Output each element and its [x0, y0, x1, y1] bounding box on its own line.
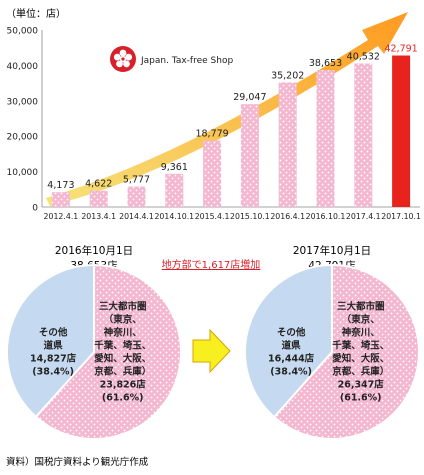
bar-value-label: 35,202	[271, 70, 304, 81]
pie-label-metro: 26,347店	[338, 379, 385, 391]
pie-label-other: その他	[39, 327, 68, 339]
bar-2014.10.1	[165, 173, 184, 207]
x-tick-label: 2017.4.1	[346, 212, 381, 221]
bar-value-label: 5,777	[123, 175, 150, 186]
pie-label-other: (38.4%)	[32, 367, 74, 378]
bar-2017.10.1	[392, 55, 411, 207]
x-tick-label: 2015.10.1	[230, 212, 270, 221]
y-tick-label: 50,000	[7, 27, 39, 37]
pie-label-other: 14,827店	[30, 353, 77, 365]
bar-series	[51, 55, 411, 207]
pie-label-metro: 千葉、埼玉、	[332, 340, 389, 352]
bar-2017.4.1	[354, 63, 373, 207]
pie-label-other: 道県	[282, 340, 302, 352]
growth-arrow	[46, 12, 408, 206]
x-tick-label: 2014.10.1	[154, 212, 194, 221]
tax-free-logo: Japan. Tax-free Shop	[110, 46, 233, 72]
bar-unit-label: （単位：店）	[6, 7, 66, 20]
logo-text: Japan. Tax-free Shop	[140, 56, 233, 66]
pie-label-metro: 23,826店	[100, 379, 147, 391]
change-arrow-icon	[192, 328, 231, 374]
bar-value-labels: 4,173 4,622 5,777 9,361 18,779 29,047 35,202 38…	[47, 44, 417, 192]
pie-slice-metro	[272, 263, 420, 440]
bar-value-label: 38,653	[309, 58, 342, 69]
y-tick-label: 20,000	[7, 133, 39, 143]
pie-label-metro: (61.6%)	[102, 393, 144, 404]
source-note: 資料）国税庁資料より観光庁作成	[6, 456, 149, 468]
pie-label-other: 道県	[44, 340, 64, 352]
bar-value-label: 4,173	[47, 180, 74, 191]
pie-label-metro: 三大都市圏	[99, 301, 147, 313]
pie-label-metro: 神奈川、	[104, 327, 142, 339]
bar-value-label: 18,779	[195, 129, 228, 140]
x-tick-label: 2013.4.1	[81, 212, 116, 221]
bar-2013.4.1	[89, 190, 108, 207]
pie-label-metro: （東京、	[104, 314, 142, 326]
pie-label-metro: 京都、兵庫）	[94, 366, 151, 378]
x-tick-label: 2016.4.1	[270, 212, 305, 221]
bar-2015.10.1	[240, 104, 259, 207]
pie-label-metro: (61.6%)	[340, 393, 382, 404]
bar-value-label: 29,047	[233, 92, 266, 103]
x-tick-label: 2012.4.1	[44, 212, 79, 221]
pie-label-metro: 愛知、大阪、	[94, 353, 151, 365]
bar-x-labels: 2012.4.1 2013.4.1 2014.4.1 2014.10.1 2015.4.…	[44, 212, 421, 221]
pie-label-other: (38.4%)	[270, 367, 312, 378]
pie-label-metro: 三大都市圏	[337, 301, 385, 313]
pie-label-other: その他	[277, 327, 306, 339]
bar-y-axis: 0 10,000 20,000 30,000 40,000 50,000	[7, 27, 43, 214]
x-tick-label: 2014.4.1	[119, 212, 154, 221]
bar-value-label: 9,361	[161, 162, 188, 173]
x-tick-label: 2016.10.1	[306, 212, 346, 221]
bar-2016.4.1	[278, 82, 297, 207]
pie-slice-metro	[34, 263, 182, 440]
bar-value-label: 42,791	[384, 44, 417, 55]
bar-2016.10.1	[316, 70, 335, 207]
pie-slice-other	[6, 263, 95, 419]
cherry-blossom-icon	[110, 46, 136, 72]
bar-2012.4.1	[51, 192, 70, 207]
bar-2015.4.1	[203, 140, 222, 207]
pie-right-date: 2017年10月1日	[293, 244, 371, 257]
pie-label-other: 16,444店	[268, 353, 315, 365]
pie-left-date: 2016年10月1日	[55, 244, 133, 257]
increase-annotation: 地方部で1,617店増加	[162, 258, 261, 271]
pie-slice-other	[244, 263, 333, 419]
y-tick-label: 30,000	[7, 97, 39, 107]
pie-label-metro: 神奈川、	[342, 327, 380, 339]
x-tick-label: 2017.10.1	[381, 212, 421, 221]
pie-label-metro: 京都、兵庫）	[332, 366, 389, 378]
y-tick-label: 10,000	[7, 168, 39, 178]
y-tick-label: 0	[32, 204, 38, 214]
bar-2014.4.1	[127, 186, 146, 207]
y-tick-label: 40,000	[7, 62, 39, 72]
bar-value-label: 40,532	[347, 52, 380, 63]
bar-value-label: 4,622	[85, 179, 112, 190]
pie-label-metro: 愛知、大阪、	[332, 353, 389, 365]
x-tick-label: 2015.4.1	[195, 212, 230, 221]
pie-label-metro: （東京、	[342, 314, 380, 326]
pie-label-metro: 千葉、埼玉、	[94, 340, 151, 352]
